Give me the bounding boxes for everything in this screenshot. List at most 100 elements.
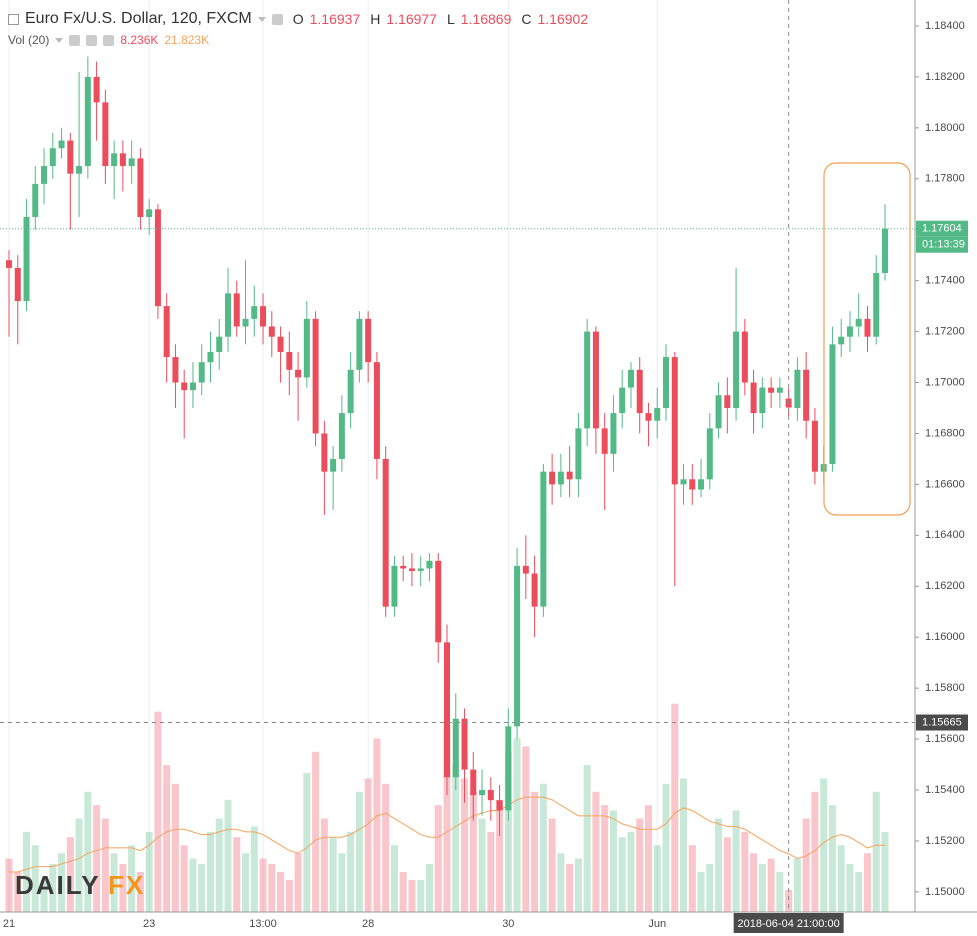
candle-body	[522, 565, 529, 574]
volume-bar	[767, 858, 775, 912]
candle-body	[584, 331, 591, 429]
volume-bar	[706, 863, 714, 912]
settings-icon[interactable]	[86, 34, 98, 46]
volume-bar	[513, 738, 521, 912]
last-price-label: 1.17604	[922, 223, 962, 235]
volume-bar	[198, 863, 206, 912]
y-tick-label: 1.16400	[925, 529, 965, 541]
y-tick-label: 1.15400	[925, 784, 965, 796]
volume-bar	[592, 791, 600, 912]
logo: DAILY	[15, 870, 101, 900]
x-tick-label: 30	[502, 918, 514, 930]
close-icon[interactable]	[103, 34, 115, 46]
candle-body	[93, 76, 100, 103]
volume-bar	[434, 805, 442, 912]
y-tick-label: 1.15600	[925, 733, 965, 745]
candle-body	[41, 166, 48, 184]
volume-bar	[66, 837, 74, 912]
volume-bar	[531, 791, 539, 912]
candle-body	[540, 471, 547, 607]
volume-bar	[636, 818, 644, 912]
candle-body	[417, 568, 424, 571]
candle-body	[330, 458, 337, 472]
volume-bar	[268, 863, 276, 912]
volume-bar	[837, 845, 845, 912]
y-tick-label: 1.15200	[925, 835, 965, 847]
y-tick-label: 1.16600	[925, 478, 965, 490]
volume-bar	[128, 845, 136, 912]
legend: Euro Fx/U.S. Dollar, 120, FXCM O 1.16937 …	[8, 8, 588, 50]
volume-bar	[417, 879, 425, 912]
volume-bar	[469, 791, 477, 912]
candle-body	[794, 369, 801, 408]
volume-bar	[294, 853, 302, 912]
symbol-row: Euro Fx/U.S. Dollar, 120, FXCM O 1.16937 …	[8, 8, 588, 30]
volume-bar	[688, 845, 696, 912]
ohlc-value: 1.16977	[386, 11, 437, 27]
volume-bar	[390, 845, 398, 912]
y-tick-label: 1.18000	[925, 122, 965, 134]
candle-body	[627, 369, 634, 388]
volume-bar	[522, 746, 530, 912]
candle-body	[382, 458, 389, 607]
candle-body	[496, 800, 503, 811]
countdown-label: 01:13:39	[922, 239, 965, 251]
candle-body	[698, 479, 705, 490]
candle-body	[14, 267, 21, 302]
volume-bar	[758, 863, 766, 912]
volume-bar	[206, 831, 214, 912]
volume-ma-value: 21.823K	[164, 33, 210, 47]
menu-arrow[interactable]	[257, 16, 266, 26]
candle-body	[408, 568, 415, 571]
ohlc-key: O	[292, 11, 304, 27]
volume-bar	[601, 805, 609, 912]
volume-bar	[145, 831, 153, 912]
volume-bar	[671, 703, 679, 912]
candle-body	[803, 369, 810, 421]
volume-bar	[566, 863, 574, 912]
menu-arrow[interactable]	[55, 37, 64, 47]
candle-body	[487, 790, 494, 801]
candle-body	[119, 153, 126, 167]
volume-bar	[163, 765, 171, 912]
volume-bar	[802, 818, 810, 912]
volume-bar	[119, 863, 127, 912]
candle-body	[268, 326, 275, 337]
volume-bar	[233, 837, 241, 912]
candle-body	[636, 369, 643, 414]
candle-body	[864, 318, 871, 337]
y-tick-label: 1.15800	[925, 682, 965, 694]
volume-bar	[75, 818, 83, 912]
candle-body	[67, 140, 74, 174]
volume-bar	[40, 879, 48, 912]
candle-body	[514, 565, 521, 727]
candle-body	[452, 718, 459, 778]
candle-body	[592, 331, 599, 429]
volume-bar	[285, 879, 293, 912]
eye-icon[interactable]	[69, 34, 81, 46]
candle-body	[277, 336, 284, 352]
logo: FX	[108, 870, 145, 900]
volume-bar	[662, 783, 670, 912]
ohlc-key: L	[446, 11, 455, 27]
candle-body	[873, 273, 880, 337]
candle-body	[829, 344, 836, 465]
volume-bar	[776, 871, 784, 912]
volume-bar	[84, 791, 92, 912]
crosshair-price-box	[916, 714, 968, 731]
candle-body	[49, 148, 56, 167]
candle-body	[768, 387, 775, 393]
settings-icon[interactable]	[271, 13, 283, 25]
volume-bar	[31, 845, 39, 912]
volume-bar	[548, 818, 556, 912]
y-tick-label: 1.16200	[925, 580, 965, 592]
volume-bar	[399, 871, 407, 912]
last-price-box	[916, 220, 968, 237]
volume-bar	[425, 863, 433, 912]
ohlc-key: C	[521, 11, 532, 27]
volume-bar	[504, 751, 512, 912]
candle-body	[391, 565, 398, 607]
chart-title: Euro Fx/U.S. Dollar, 120, FXCM	[25, 10, 252, 27]
collapse-icon[interactable]	[8, 13, 19, 25]
volume-bar	[583, 765, 591, 912]
